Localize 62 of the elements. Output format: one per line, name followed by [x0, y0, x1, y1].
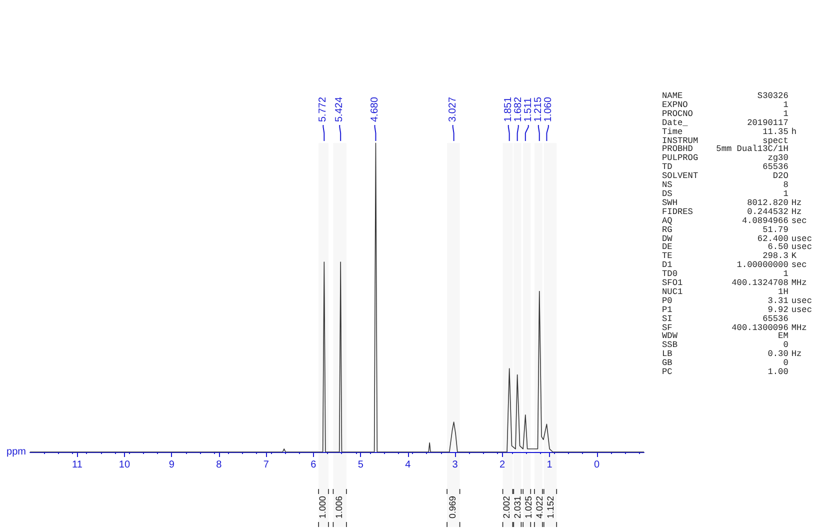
text: FIDRES 0.244532 Hz [662, 206, 802, 217]
x-tick-label: 6 [310, 460, 317, 470]
text: DS 1 [662, 188, 788, 199]
x-tick-label: 5 [358, 460, 364, 470]
band-label: 0.969 [447, 496, 458, 519]
x-tick-label: 0 [594, 460, 600, 470]
text: GB 0 [662, 358, 788, 368]
text: NS 8 [662, 180, 788, 190]
x-tick-label: 4 [405, 460, 412, 470]
text: SFO1 400.1324708 MHz [662, 278, 807, 288]
ref-line-label: 1.511 [522, 97, 534, 122]
text: DE 6.50 usec [662, 242, 812, 252]
text: TD0 1 [662, 269, 788, 280]
text: TE 298.3 K [662, 251, 797, 262]
text: P1 9.92 usec [662, 304, 812, 315]
ref-line-label: 4.680 [369, 96, 380, 122]
text: PC 1.00 [662, 367, 788, 378]
text: PROBHD 5mm Dual13C/1H [662, 144, 788, 154]
text: PULPROG zg30 [662, 153, 788, 164]
band-label: 2.031 [512, 496, 523, 519]
text: RG 51.79 [662, 224, 788, 235]
band-label: 2.002 [502, 496, 512, 519]
text: EXPNO 1 [662, 100, 788, 110]
text: SSB 0 [662, 340, 788, 350]
text: D1 1.00000000 sec [662, 260, 807, 270]
text: TD 65536 [662, 162, 788, 172]
text: DW 62.400 usec [662, 234, 812, 244]
x-tick-label: 11 [72, 460, 83, 470]
ref-line-label: 1.060 [542, 96, 554, 122]
ref-line-label: 1.851 [502, 96, 514, 122]
text: PROCNO 1 [662, 108, 788, 119]
text: NAME S30326 [662, 91, 788, 101]
x-tick-label: 2 [500, 460, 506, 470]
band-label: 1.152 [546, 496, 556, 519]
text: P0 3.31 usec [662, 296, 812, 306]
band-label: 1.000 [318, 496, 328, 519]
x-tick-label: 1 [546, 460, 553, 470]
x-tick-label: 3 [452, 460, 458, 470]
text: NUC1 1H [662, 286, 788, 297]
x-tick-label: 7 [263, 460, 270, 470]
text: INSTRUM spect [662, 136, 788, 146]
x-tick-label: 9 [168, 460, 175, 470]
text: SF 400.1300096 MHz [662, 322, 807, 333]
text: SOLVENT D2O [662, 171, 788, 182]
band-label: 1.006 [334, 496, 344, 519]
text: AQ 4.0894966 sec [662, 216, 807, 226]
ref-line-label: 3.027 [447, 96, 458, 122]
ref-line-label: 1.682 [512, 96, 524, 122]
ref-line-label: 1.215 [532, 96, 544, 122]
x-tick-label: 8 [216, 460, 222, 470]
x-tick-label: 10 [118, 460, 130, 470]
text: SI 65536 [662, 314, 788, 324]
x-axis-title: ppm [6, 446, 26, 458]
text: SWH 8012.820 Hz [662, 198, 802, 208]
ref-line-label: 5.424 [334, 96, 346, 122]
band-label: 4.022 [534, 496, 545, 519]
ref-line-label: 5.772 [318, 96, 329, 122]
text: Date_ 20190117 [662, 118, 788, 128]
text: LB 0.30 Hz [662, 349, 802, 360]
band-label: 1.025 [524, 496, 534, 519]
text: WDW EM [662, 331, 788, 342]
text: Time 11.35 h [662, 126, 797, 137]
